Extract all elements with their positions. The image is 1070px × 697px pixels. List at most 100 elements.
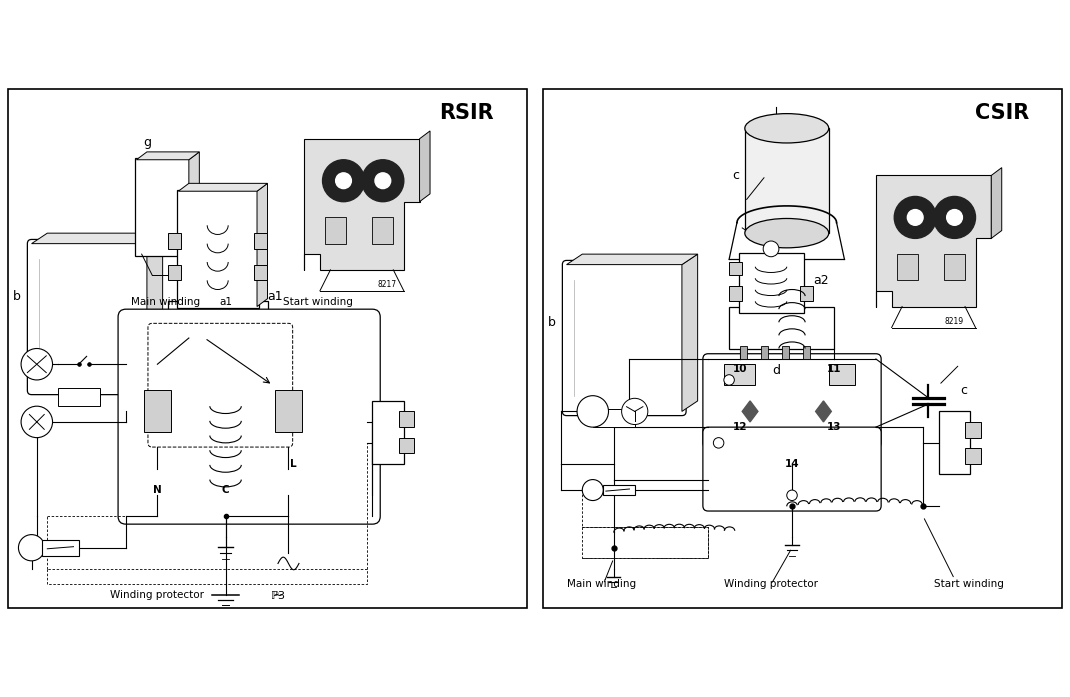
Bar [255,265,268,280]
FancyBboxPatch shape [703,354,882,448]
Text: 8217: 8217 [378,280,397,289]
Bar [372,217,394,244]
Circle shape [18,535,45,561]
Text: ~: ~ [273,588,284,602]
Text: Winding protector: Winding protector [723,579,817,590]
Circle shape [947,210,962,225]
Polygon shape [179,183,268,191]
Text: 10: 10 [732,365,747,374]
Bar [241,346,249,359]
Circle shape [362,160,403,201]
Circle shape [336,173,351,189]
Bar [603,485,635,496]
FancyBboxPatch shape [703,427,882,511]
Bar [745,128,829,233]
Circle shape [21,406,52,438]
Text: $ℙ3$: $ℙ3$ [270,589,286,601]
Bar [42,540,79,556]
Text: 14: 14 [784,459,799,469]
Bar [723,365,755,385]
Bar [761,346,768,359]
Ellipse shape [745,114,829,143]
Polygon shape [137,152,199,160]
Bar [220,346,228,359]
Polygon shape [188,152,199,254]
Bar [938,411,970,475]
Circle shape [714,438,724,448]
Polygon shape [991,167,1002,238]
Bar [729,262,743,275]
Text: L: L [290,459,297,469]
Text: Start winding: Start winding [284,296,353,307]
Polygon shape [815,401,831,422]
Polygon shape [419,131,430,201]
Circle shape [582,480,603,500]
Text: CSIR: CSIR [975,102,1029,123]
Text: a1: a1 [268,289,284,302]
Text: 12: 12 [732,422,747,432]
Bar [965,448,981,464]
Circle shape [907,210,923,225]
Bar [829,365,855,385]
Bar [398,438,414,453]
Polygon shape [257,183,268,307]
Polygon shape [32,233,163,244]
Bar [168,265,181,280]
Bar [729,286,743,301]
FancyBboxPatch shape [135,158,190,256]
Circle shape [322,160,365,201]
Polygon shape [304,139,419,270]
Ellipse shape [745,218,829,248]
Circle shape [622,398,647,424]
Circle shape [934,197,976,238]
Polygon shape [682,254,698,411]
Polygon shape [743,401,758,422]
FancyBboxPatch shape [563,261,686,415]
Bar [802,346,810,359]
FancyBboxPatch shape [177,190,259,308]
Circle shape [577,396,609,427]
Text: N: N [153,485,162,495]
Text: g: g [143,137,151,149]
FancyBboxPatch shape [118,309,380,524]
Text: RSIR: RSIR [440,102,494,123]
Text: 8219: 8219 [944,317,963,326]
FancyBboxPatch shape [28,240,151,395]
Bar [372,401,403,464]
Bar [897,254,918,280]
Polygon shape [567,254,698,265]
Text: C: C [221,485,229,495]
Circle shape [21,348,52,380]
Text: c: c [960,384,967,397]
Bar [800,286,813,301]
Bar [781,346,790,359]
Bar [729,307,834,348]
Text: Winding protector: Winding protector [110,590,204,600]
Text: N: N [184,328,194,338]
Text: 11: 11 [827,365,841,374]
Text: a1: a1 [219,296,232,307]
Text: Main winding: Main winding [132,296,200,307]
Bar [144,390,170,432]
Bar [168,233,181,249]
Circle shape [786,490,797,500]
Polygon shape [147,233,163,390]
Bar [199,346,208,359]
Bar [179,346,186,359]
Polygon shape [876,176,991,307]
Text: d: d [773,365,780,377]
Text: Start winding: Start winding [933,579,1004,590]
Text: d: d [190,365,198,377]
Bar [168,301,268,348]
Text: b: b [548,316,556,329]
Bar [398,411,414,427]
Bar [255,233,268,249]
Bar [275,390,302,432]
Bar [58,388,100,406]
Text: b: b [13,289,21,302]
Text: Main winding: Main winding [567,579,636,590]
Bar [739,346,748,359]
Bar [965,422,981,438]
Text: 13: 13 [827,422,841,432]
FancyBboxPatch shape [148,323,293,447]
